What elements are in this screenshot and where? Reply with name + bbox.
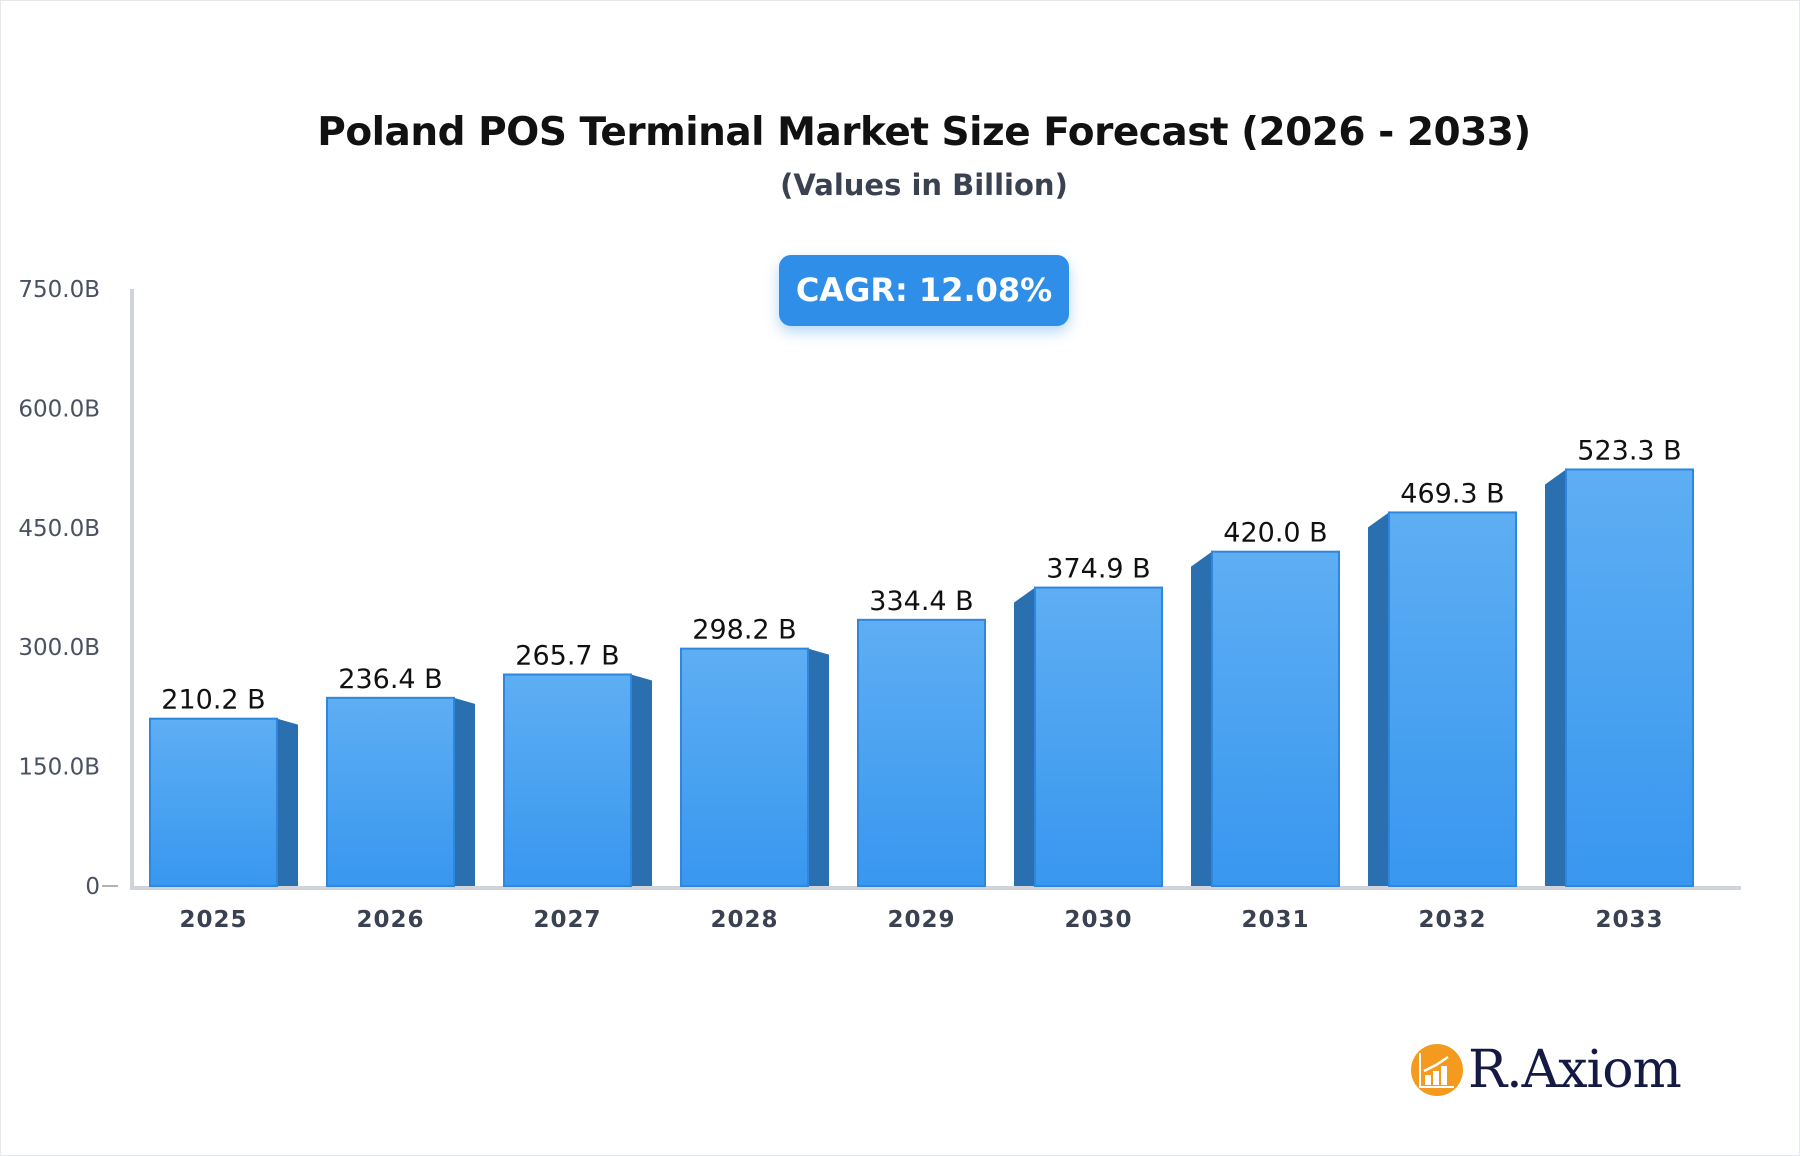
x-tick-label: 2030 (1064, 907, 1132, 933)
bar-2025 (149, 717, 278, 887)
bar-2032 (1388, 511, 1517, 887)
data-label: 420.0 B (1223, 518, 1327, 549)
x-tick-label: 2031 (1241, 907, 1309, 933)
x-tick-label: 2025 (179, 907, 247, 933)
y-tick-label: 0 (85, 874, 100, 900)
bar-2030 (1034, 586, 1163, 887)
cagr-badge: CAGR: 12.08% (779, 255, 1069, 326)
bar-2026 (326, 696, 455, 888)
x-tick-label: 2028 (710, 907, 778, 933)
chart-title: Poland POS Terminal Market Size Forecast… (317, 110, 1531, 155)
bar-side (631, 674, 652, 886)
x-tick-label: 2027 (533, 907, 601, 933)
brand-name: R.Axiom (1468, 1040, 1682, 1100)
bar-2028 (680, 647, 809, 888)
x-tick-label: 2032 (1418, 907, 1486, 933)
bar-chart-growth-icon (1411, 1044, 1463, 1096)
data-label: 210.2 B (161, 685, 265, 716)
bar-side (454, 697, 475, 886)
x-tick-label: 2033 (1595, 907, 1663, 933)
y-tick-label: 600.0B (18, 396, 100, 422)
bar-2031 (1211, 550, 1340, 887)
data-label: 236.4 B (338, 664, 442, 695)
y-tick-label: 450.0B (18, 516, 100, 542)
y-tick-label: 300.0B (18, 635, 100, 661)
data-label: 265.7 B (515, 641, 619, 672)
y-tick-label: 150.0B (18, 755, 100, 781)
bar-side (1368, 512, 1389, 886)
brand-logo: R.Axiom (1410, 1040, 1682, 1100)
data-label: 469.3 B (1400, 478, 1504, 509)
chart-subtitle: (Values in Billion) (780, 168, 1068, 202)
bar-2029 (857, 618, 986, 888)
bar-2027 (503, 673, 632, 887)
bar-side (1191, 551, 1212, 886)
bar-side (808, 648, 829, 886)
x-tick-label: 2026 (356, 907, 424, 933)
bar-2033 (1565, 468, 1694, 887)
bar-side (277, 718, 298, 886)
data-label: 334.4 B (869, 586, 973, 617)
bar-side (1545, 469, 1566, 886)
y-tick-label: 750.0B (18, 277, 100, 303)
data-label: 298.2 B (692, 615, 796, 646)
data-label: 374.9 B (1046, 554, 1150, 585)
data-label: 523.3 B (1577, 435, 1681, 466)
bar-side (1014, 587, 1035, 886)
x-tick-label: 2029 (887, 907, 955, 933)
